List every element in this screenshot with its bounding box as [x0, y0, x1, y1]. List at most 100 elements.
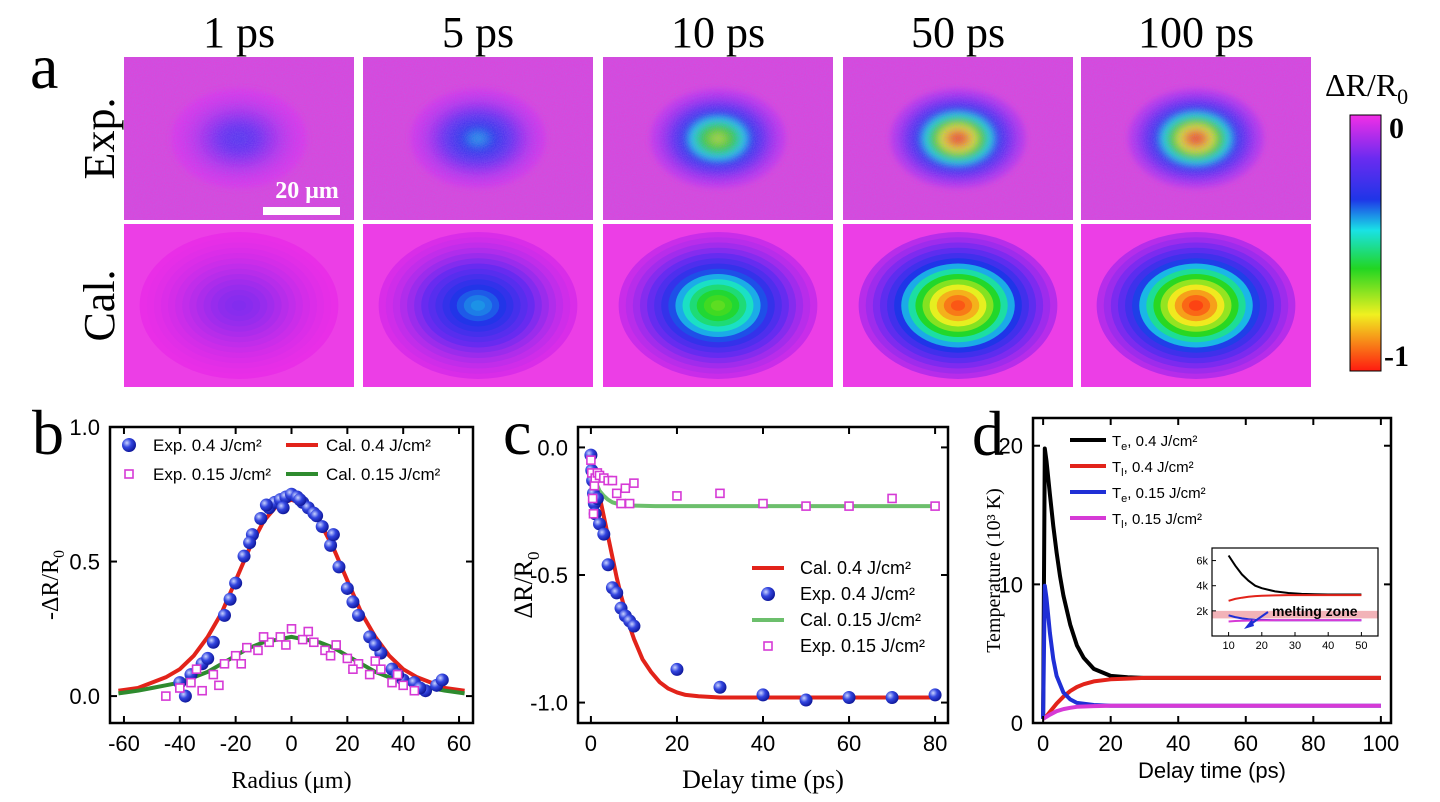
data-point [713, 680, 727, 694]
time-label: 1 ps [203, 8, 275, 57]
data-point [597, 527, 611, 541]
row-label: Exp. [75, 98, 124, 180]
data-point [331, 640, 341, 650]
legend-rest: , 0.4 J/cm² [1124, 459, 1194, 476]
legend-square [124, 469, 134, 479]
chart-b: -60 -40 -20 0 20 40 60 0.0 0.5 1.0b Radius (μm) -ΔR… [32, 397, 475, 794]
data-point [435, 673, 449, 687]
time-label: 10 ps [671, 8, 765, 57]
inset-x-tick-label: 10 [1222, 640, 1234, 652]
data-point [191, 664, 202, 674]
exp-map [1081, 57, 1311, 220]
time-label: 5 ps [442, 8, 514, 57]
data-point [236, 658, 247, 669]
data-point [370, 656, 381, 666]
x-tick-label: 20 [665, 731, 689, 756]
inset-series-line [1228, 594, 1362, 602]
map-rings [139, 232, 339, 379]
data-point [320, 645, 330, 656]
y-tick-label: 0.5 [69, 550, 100, 575]
legend-label: Exp. 0.4 J/cm² [153, 436, 262, 455]
panel-a-label: a [30, 31, 58, 102]
x-axis-label: Delay time (ps) [682, 765, 844, 794]
y-axis-label-sub: 0 [524, 551, 543, 560]
legend-label: Cal. 0.15 J/cm² [800, 610, 921, 630]
time-label: 50 ps [911, 8, 1005, 57]
data-point [842, 690, 856, 704]
y-axis-label-main: ΔR/R [509, 559, 538, 618]
cal-map [843, 224, 1073, 387]
legend-symbol: T [1112, 433, 1121, 450]
inset: 10 20 30 40 50 2k 4k 6k melting zone [1196, 547, 1379, 652]
legend-symbol: T [1112, 485, 1121, 502]
map-noise [843, 57, 1073, 220]
data-point [629, 478, 639, 488]
x-tick-label: -60 [108, 731, 140, 756]
data-point [286, 624, 297, 634]
map-ring [710, 300, 726, 311]
data-point [364, 669, 375, 680]
data-point [801, 501, 811, 511]
data-point [309, 637, 319, 648]
x-tick-label: 40 [391, 731, 415, 756]
x-tick-label: 0 [285, 731, 297, 756]
data-point [332, 560, 346, 574]
time-label: 100 ps [1138, 8, 1254, 57]
legend-label: Cal. 0.15 J/cm² [326, 465, 441, 484]
data-point [607, 475, 618, 486]
data-point [352, 608, 366, 622]
data-point [342, 653, 353, 664]
x-tick-label: 20 [1098, 731, 1122, 756]
data-point [276, 501, 290, 515]
inset-x-tick-label: 50 [1355, 640, 1367, 652]
data-point [219, 658, 230, 669]
exp-map [363, 57, 593, 220]
series-line [588, 459, 936, 700]
cal-map [124, 224, 354, 387]
map-noise [603, 57, 833, 220]
map-ring [950, 300, 966, 311]
inset-y-tick-label: 4k [1196, 581, 1208, 593]
data-point [715, 488, 725, 499]
data-point [627, 619, 641, 633]
map-rings [378, 232, 578, 379]
data-point [670, 662, 684, 676]
data-point [885, 690, 899, 704]
map-rings [1096, 232, 1296, 379]
map-noise [363, 57, 593, 220]
legend-dot [761, 587, 775, 601]
data-point [588, 508, 599, 519]
map-noise [124, 57, 354, 220]
data-point [353, 658, 364, 669]
data-point [616, 498, 626, 509]
series [161, 624, 420, 701]
y-tick-label: 0.0 [69, 684, 100, 709]
series [118, 497, 465, 693]
scale-bar-line [263, 207, 340, 215]
data-point [340, 581, 354, 595]
x-tick-label: 80 [1301, 731, 1325, 756]
melting-zone-label: melting zone [1272, 603, 1358, 619]
data-point [887, 493, 897, 504]
inset-x-tick-label: 30 [1289, 640, 1301, 652]
legend-label: Tl, 0.4 J/cm² [1112, 459, 1194, 479]
melting-zone-band [1212, 610, 1378, 619]
legend-symbol: T [1112, 459, 1121, 476]
data-point [223, 592, 237, 606]
y-tick-label: -1.0 [530, 691, 568, 716]
map-ring [470, 300, 486, 311]
x-axis-label: Delay time (ps) [1138, 758, 1286, 783]
data-point [242, 642, 252, 653]
data-point [208, 669, 219, 680]
data-point [297, 634, 308, 645]
data-point [756, 688, 770, 702]
x-tick-label: 60 [1234, 731, 1258, 756]
data-point [293, 493, 307, 507]
colorbar-title: ΔR/R0 [1325, 67, 1408, 109]
data-point [186, 677, 196, 688]
data-point [206, 635, 220, 649]
cal-map [1081, 224, 1311, 387]
series [173, 487, 449, 703]
data-point [593, 517, 607, 531]
series-line [588, 452, 936, 509]
